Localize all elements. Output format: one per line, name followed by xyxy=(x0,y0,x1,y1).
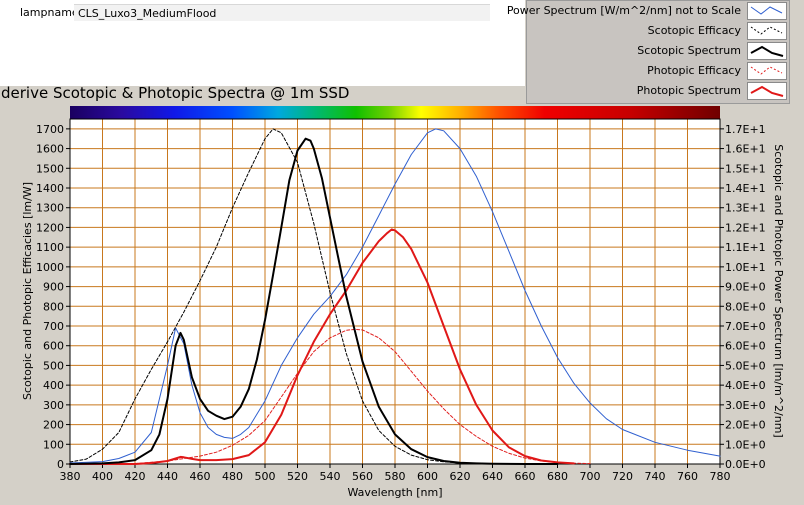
y-right-tick-label: 8.0E+0 xyxy=(725,300,766,313)
x-tick-label: 540 xyxy=(320,470,341,483)
x-tick-label: 440 xyxy=(157,470,178,483)
x-tick-label: 740 xyxy=(645,470,666,483)
y-right-tick-label: 0.0E+0 xyxy=(725,458,766,471)
y-right-tick-label: 1.1E+1 xyxy=(725,241,766,254)
y-right-tick-label: 1.3E+1 xyxy=(725,202,766,215)
x-tick-label: 460 xyxy=(190,470,211,483)
legend-swatch-power-spectrum xyxy=(747,2,787,20)
legend-label: Power Spectrum [W/m^2/nm] not to Scale xyxy=(506,4,741,17)
lampname-field[interactable]: CLS_Luxo3_MediumFlood xyxy=(74,4,490,21)
x-tick-label: 640 xyxy=(482,470,503,483)
legend-swatch-photopic-efficacy xyxy=(747,62,787,80)
y-right-tick-label: 3.0E+0 xyxy=(725,399,766,412)
y-right-tick-label: 6.0E+0 xyxy=(725,340,766,353)
y-right-tick-label: 1.6E+1 xyxy=(725,143,766,156)
y-right-tick-label: 4.0E+0 xyxy=(725,379,766,392)
y-left-tick-label: 200 xyxy=(43,419,64,432)
legend-item-scotopic-efficacy[interactable]: Scotopic Efficacy xyxy=(527,21,789,41)
x-tick-label: 720 xyxy=(612,470,633,483)
y-right-tick-label: 1.0E+1 xyxy=(725,261,766,274)
legend-swatch-scotopic-spectrum xyxy=(747,42,787,60)
series-photopic-efficacy xyxy=(69,328,591,465)
y-right-tick-label: 1.2E+1 xyxy=(725,221,766,234)
x-tick-label: 380 xyxy=(60,470,81,483)
x-tick-label: 700 xyxy=(580,470,601,483)
y-axis-right-title: Scotopic and Photopic Power Spectrum [lm… xyxy=(772,144,785,437)
legend-item-scotopic-spectrum[interactable]: Scotopic Spectrum xyxy=(527,41,789,61)
legend-swatch-photopic-spectrum xyxy=(747,82,787,100)
x-tick-label: 680 xyxy=(547,470,568,483)
y-right-tick-label: 9.0E+0 xyxy=(725,281,766,294)
legend-label: Scotopic Spectrum xyxy=(637,44,741,57)
x-axis-title: Wavelength [nm] xyxy=(347,486,442,499)
y-left-tick-label: 1000 xyxy=(36,261,64,274)
x-tick-label: 520 xyxy=(287,470,308,483)
plot-legend[interactable]: Power Spectrum [W/m^2/nm] not to Scale S… xyxy=(507,0,790,104)
y-left-tick-label: 1200 xyxy=(36,221,64,234)
y-left-tick-label: 700 xyxy=(43,320,64,333)
y-right-tick-label: 1.4E+1 xyxy=(725,182,766,195)
y-right-tick-label: 1.7E+1 xyxy=(725,123,766,136)
y-left-tick-label: 1700 xyxy=(36,123,64,136)
legend-label: Photopic Efficacy xyxy=(647,64,741,77)
y-right-tick-label: 7.0E+0 xyxy=(725,320,766,333)
x-tick-label: 400 xyxy=(92,470,113,483)
legend-swatch-scotopic-efficacy xyxy=(747,22,787,40)
x-tick-label: 480 xyxy=(222,470,243,483)
series-scotopic-efficacy xyxy=(69,128,526,465)
y-right-tick-label: 1.0E+0 xyxy=(725,438,766,451)
legend-item-photopic-spectrum[interactable]: Photopic Spectrum xyxy=(527,81,789,101)
y-left-tick-label: 1300 xyxy=(36,202,64,215)
y-left-tick-label: 100 xyxy=(43,438,64,451)
y-left-tick-label: 1500 xyxy=(36,162,64,175)
y-left-tick-label: 1400 xyxy=(36,182,64,195)
x-tick-label: 580 xyxy=(385,470,406,483)
x-tick-label: 500 xyxy=(255,470,276,483)
y-left-tick-label: 900 xyxy=(43,281,64,294)
legend-label: Scotopic Efficacy xyxy=(647,24,741,37)
series-scotopic-spectrum xyxy=(69,137,559,465)
legend-label: Photopic Spectrum xyxy=(636,84,741,97)
x-tick-label: 600 xyxy=(417,470,438,483)
lampname-label: lampname xyxy=(20,6,79,19)
x-tick-label: 780 xyxy=(710,470,731,483)
y-right-tick-label: 1.5E+1 xyxy=(725,162,766,175)
y-right-tick-label: 2.0E+0 xyxy=(725,419,766,432)
y-left-tick-label: 0 xyxy=(57,458,64,471)
y-right-tick-label: 5.0E+0 xyxy=(725,359,766,372)
x-tick-label: 620 xyxy=(450,470,471,483)
x-tick-label: 560 xyxy=(352,470,373,483)
y-axis-left-title: Scotopic and Photopic Efficacies [lm/W] xyxy=(21,182,34,400)
y-left-tick-label: 400 xyxy=(43,379,64,392)
y-left-tick-label: 300 xyxy=(43,399,64,412)
y-left-tick-label: 600 xyxy=(43,340,64,353)
y-left-tick-label: 1100 xyxy=(36,241,64,254)
legend-item-power-spectrum[interactable]: Power Spectrum [W/m^2/nm] not to Scale xyxy=(507,1,789,21)
y-left-tick-label: 500 xyxy=(43,359,64,372)
visible-spectrum-bar xyxy=(70,106,720,119)
x-tick-label: 760 xyxy=(677,470,698,483)
chart-title: derive Scotopic & Photopic Spectra @ 1m … xyxy=(1,84,350,102)
y-left-tick-label: 1600 xyxy=(36,143,64,156)
y-left-tick-label: 800 xyxy=(43,300,64,313)
x-tick-label: 420 xyxy=(125,470,146,483)
series-photopic-spectrum xyxy=(69,228,575,465)
x-tick-label: 660 xyxy=(515,470,536,483)
legend-item-photopic-efficacy[interactable]: Photopic Efficacy xyxy=(527,61,789,81)
